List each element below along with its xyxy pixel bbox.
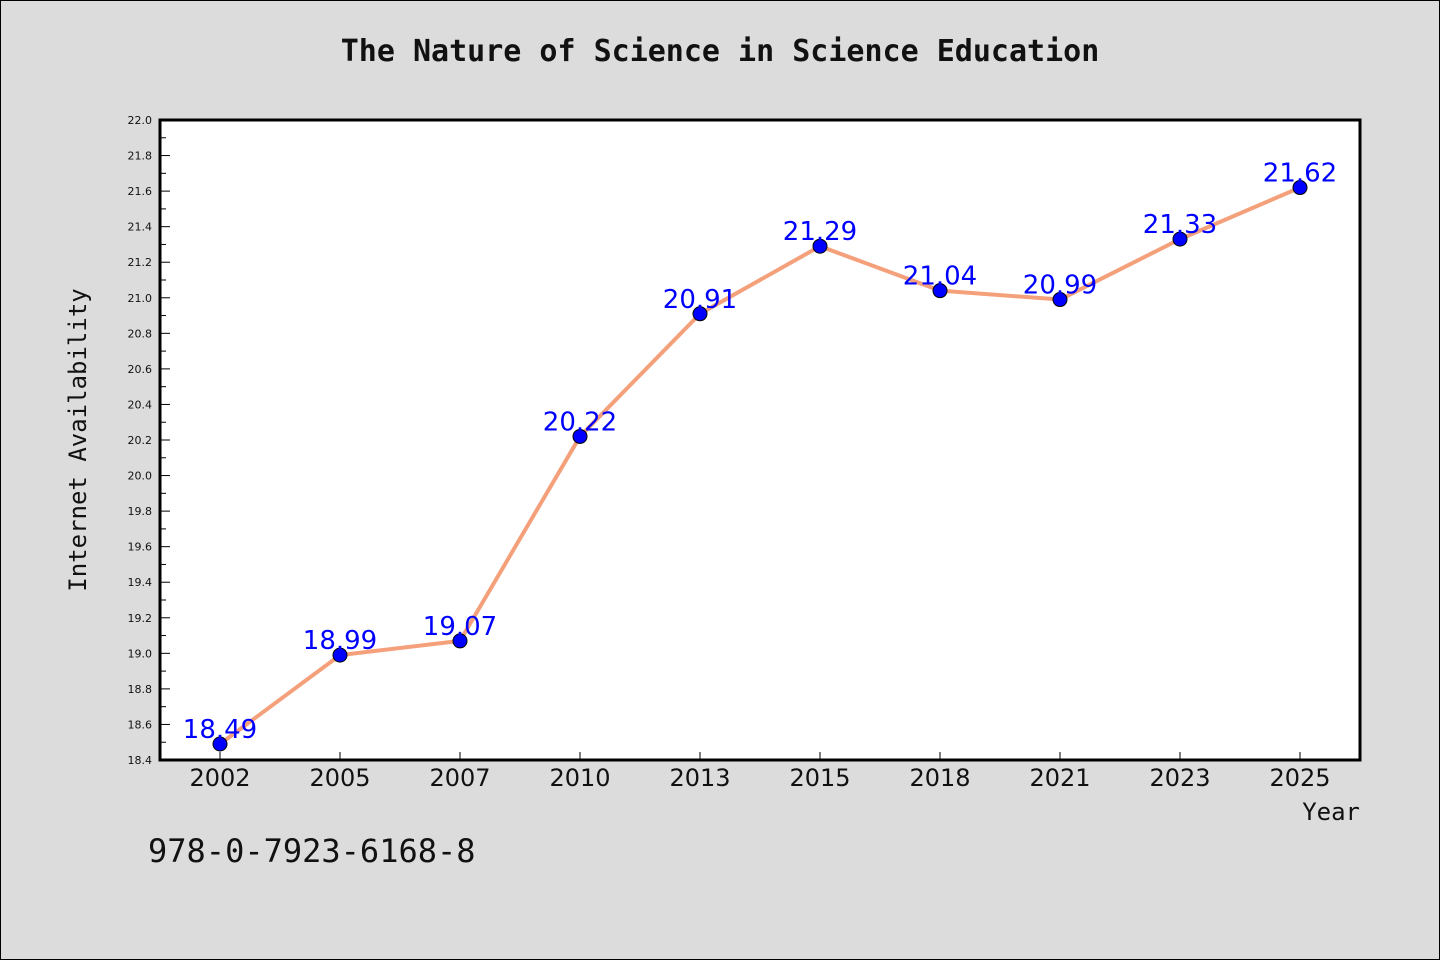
data-point — [1172, 231, 1188, 247]
y-tick-label: 20.0 — [128, 470, 153, 483]
y-tick-label: 18.4 — [128, 754, 153, 767]
series-line — [218, 185, 1301, 746]
x-tick-label: 2023 — [1149, 764, 1210, 792]
y-tick-label: 20.8 — [128, 327, 153, 340]
x-tick-label: 2025 — [1269, 764, 1330, 792]
data-label: 18.99 — [303, 626, 377, 656]
data-point — [212, 736, 228, 752]
y-tick-label: 19.8 — [128, 505, 153, 518]
x-axis: 2002 2005 2007 2010 2013 2015 2018 2021 2023 2025 — [189, 752, 1331, 792]
data-label: 19.07 — [423, 612, 497, 642]
x-axis-label: Year — [1302, 798, 1360, 826]
x-tick-label: 2021 — [1029, 764, 1090, 792]
data-point — [932, 283, 948, 299]
y-tick-label: 20.2 — [128, 434, 153, 447]
data-point — [692, 306, 708, 322]
y-axis: 18.4 18.6 18.8 19.0 19.2 19.4 19.6 19.8 20.0 20.2… — [128, 114, 170, 767]
data-point — [1052, 292, 1068, 308]
y-tick-label: 21.4 — [128, 221, 153, 234]
footer-isbn: 978-0-7923-6168-8 — [148, 832, 476, 870]
data-label: 21.33 — [1143, 210, 1217, 240]
y-tick-label: 21.0 — [128, 292, 153, 305]
x-tick-label: 2005 — [309, 764, 370, 792]
data-label: 21.29 — [783, 217, 857, 247]
x-tick-label: 2007 — [429, 764, 490, 792]
y-tick-label: 18.6 — [128, 718, 153, 731]
y-tick-label: 19.0 — [128, 647, 153, 660]
y-axis-label: Internet Availability — [64, 288, 92, 591]
series-layer: 18.49 18.99 19.07 20.22 20.91 21.29 21.04 20.99… — [183, 159, 1337, 752]
data-label: 21.62 — [1263, 159, 1337, 189]
y-tick-label: 18.8 — [128, 683, 153, 696]
y-tick-label: 19.4 — [128, 576, 153, 589]
x-tick-label: 2002 — [189, 764, 250, 792]
data-label: 18.49 — [183, 715, 257, 745]
y-tick-label: 20.6 — [128, 363, 153, 376]
data-point — [812, 238, 828, 254]
data-label: 20.22 — [543, 407, 617, 437]
chart-title: The Nature of Science in Science Educati… — [340, 34, 1100, 69]
data-label: 21.04 — [903, 262, 977, 292]
data-label: 20.99 — [1023, 271, 1097, 301]
y-tick-label: 21.2 — [128, 256, 153, 269]
data-point — [1292, 180, 1308, 196]
data-point — [572, 428, 588, 444]
y-tick-label: 21.8 — [128, 150, 153, 163]
data-point — [332, 647, 348, 663]
x-tick-label: 2015 — [789, 764, 850, 792]
y-tick-label: 22.0 — [128, 114, 153, 127]
y-tick-label: 21.6 — [128, 185, 153, 198]
y-tick-label: 20.4 — [128, 398, 153, 411]
y-tick-label: 19.6 — [128, 541, 153, 554]
data-point — [452, 633, 468, 649]
x-tick-label: 2010 — [549, 764, 610, 792]
x-tick-label: 2018 — [909, 764, 970, 792]
data-label: 20.91 — [663, 285, 737, 315]
x-tick-label: 2013 — [669, 764, 730, 792]
y-tick-label: 19.2 — [128, 612, 153, 625]
